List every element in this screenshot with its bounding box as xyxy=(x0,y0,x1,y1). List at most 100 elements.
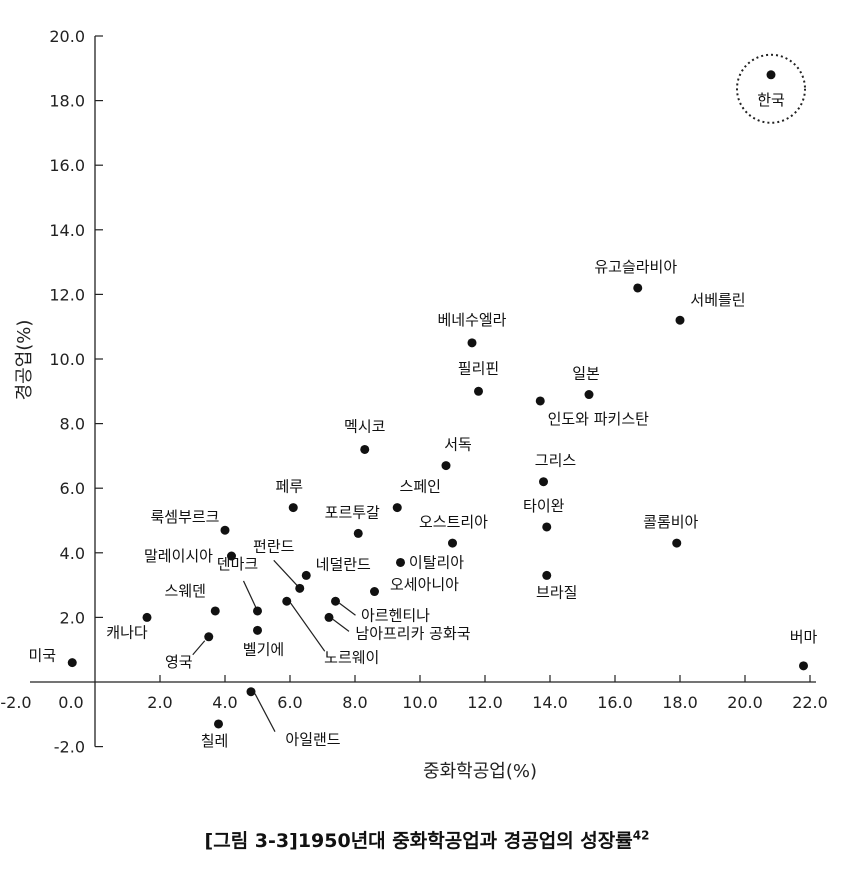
point-label-벨기에: 벨기에 xyxy=(243,640,284,658)
point-label-이탈리아: 이탈리아 xyxy=(409,553,464,571)
point-label-오스트리아: 오스트리아 xyxy=(419,513,488,531)
point-콜롬비아 xyxy=(672,538,682,548)
y-tick-label: 4.0 xyxy=(60,544,85,563)
point-덴마크 xyxy=(253,606,262,616)
point-label-유고슬라비아: 유고슬라비아 xyxy=(594,258,677,276)
x-tick-label: 6.0 xyxy=(277,693,302,712)
leader-line xyxy=(254,693,276,732)
x-tick-label: 0.0 xyxy=(58,693,83,712)
y-ticks: -2.0 2.0 4.0 6.0 8.0 10.0 12.0 14.0 16.0 18.0 20.0 xyxy=(49,27,103,757)
point-영국 xyxy=(204,632,214,642)
point-미국 xyxy=(67,658,77,668)
highlight-dotted-circle xyxy=(736,53,806,124)
point-label-콜롬비아: 콜롬비아 xyxy=(643,513,698,531)
point-캐나다 xyxy=(142,612,152,622)
point-브라질 xyxy=(542,570,552,580)
y-tick-label: 10.0 xyxy=(49,350,85,369)
y-tick-label: 12.0 xyxy=(49,285,85,304)
point-타이완 xyxy=(542,522,552,532)
point-남아프리카 공화국 xyxy=(324,612,334,622)
x-tick-label: 10.0 xyxy=(402,693,438,712)
point-label-스페인: 스페인 xyxy=(400,478,441,496)
x-axis-title: 중화학공업(%) xyxy=(423,761,537,782)
y-tick-label: -2.0 xyxy=(54,738,85,757)
point-label-영국: 영국 xyxy=(165,653,193,671)
point-label-페루: 페루 xyxy=(275,478,303,496)
point-label-남아프리카 공화국: 남아프리카 공화국 xyxy=(355,624,470,642)
point-노르웨이 xyxy=(282,596,292,606)
x-tick-label: 20.0 xyxy=(727,693,763,712)
point-label-버마: 버마 xyxy=(790,628,818,646)
point-서독 xyxy=(441,461,451,471)
x-ticks: -2.0 0.0 2.0 4.0 6.0 8.0 10.0 12.0 14.0 16.0 18.0 2… xyxy=(0,675,828,712)
point-서베를린 xyxy=(675,315,685,325)
point-아일랜드 xyxy=(246,687,256,697)
caption-text: [그림 3-3]1950년대 중화학공업과 경공업의 성장률 xyxy=(204,830,633,852)
point-label-서베를린: 서베를린 xyxy=(690,291,745,309)
point-label-한국: 한국 xyxy=(757,91,785,109)
point-스웨덴 xyxy=(210,606,220,616)
point-펀란드 xyxy=(295,583,305,593)
scatter-chart: -2.0 0.0 2.0 4.0 6.0 8.0 10.0 12.0 14.0 16.0 18.0 2… xyxy=(0,27,828,782)
point-label-필리핀: 필리핀 xyxy=(458,359,499,377)
leader-lines xyxy=(192,559,356,732)
caption-footnote-number: 42 xyxy=(632,828,650,843)
point-스페인 xyxy=(392,503,402,513)
leader-line xyxy=(242,580,259,612)
point-버마 xyxy=(799,661,808,671)
leader-line xyxy=(273,559,301,589)
point-오스트리아 xyxy=(448,538,457,548)
y-tick-label: 8.0 xyxy=(60,415,85,434)
point-이탈리아 xyxy=(396,557,405,567)
point-label-덴마크: 덴마크 xyxy=(217,555,258,573)
point-한국 xyxy=(766,70,776,80)
point-label-아르헨티나: 아르헨티나 xyxy=(361,606,430,624)
point-멕시코 xyxy=(360,444,370,454)
x-tick-label: 8.0 xyxy=(342,693,367,712)
point-label-스웨덴: 스웨덴 xyxy=(165,582,206,600)
point-label-룩셈부르크: 룩셈부르크 xyxy=(150,508,219,526)
point-label-미국: 미국 xyxy=(28,647,56,665)
x-tick-label: -2.0 xyxy=(0,693,31,712)
point-룩셈부르크 xyxy=(220,525,230,535)
point-말레이시아 xyxy=(227,551,236,561)
point-그리스 xyxy=(539,477,548,487)
point-필리핀 xyxy=(474,386,483,396)
point-label-멕시코: 멕시코 xyxy=(344,417,385,435)
point-label-그리스: 그리스 xyxy=(535,452,577,470)
leader-line xyxy=(290,602,326,652)
y-axis-title: 경공업(%) xyxy=(14,320,35,401)
point-label-칠레: 칠레 xyxy=(201,732,229,750)
point-label-일본: 일본 xyxy=(572,365,600,383)
leader-line xyxy=(332,618,350,632)
point-인도와 파키스탄 xyxy=(535,396,545,406)
point-label-아일랜드: 아일랜드 xyxy=(285,731,340,749)
point-label-펀란드: 펀란드 xyxy=(253,537,295,555)
y-tick-label: 14.0 xyxy=(49,221,85,240)
y-tick-label: 20.0 xyxy=(49,27,85,46)
y-tick-label: 18.0 xyxy=(49,92,85,111)
axes xyxy=(30,36,816,747)
y-tick-label: 16.0 xyxy=(49,156,85,175)
point-오세아니아 xyxy=(370,587,379,597)
x-tick-label: 16.0 xyxy=(597,693,633,712)
point-label-브라질: 브라질 xyxy=(536,583,577,601)
point-label-오세아니아: 오세아니아 xyxy=(390,576,459,594)
point-label-포르투갈: 포르투갈 xyxy=(325,503,380,521)
point-페루 xyxy=(288,503,298,513)
point-네덜란드 xyxy=(301,570,311,580)
point-베네수엘라 xyxy=(467,338,477,348)
point-label-네덜란드: 네덜란드 xyxy=(316,555,371,573)
x-tick-label: 18.0 xyxy=(662,693,698,712)
x-tick-label: 14.0 xyxy=(532,693,568,712)
point-label-캐나다: 캐나다 xyxy=(106,623,148,641)
x-tick-label: 4.0 xyxy=(212,693,237,712)
point-label-인도와 파키스탄: 인도와 파키스탄 xyxy=(548,410,650,428)
x-tick-label: 22.0 xyxy=(792,693,828,712)
point-label-말레이시아: 말레이시아 xyxy=(144,547,213,565)
point-label-서독: 서독 xyxy=(444,436,472,454)
data-points xyxy=(67,53,808,729)
point-label-노르웨이: 노르웨이 xyxy=(324,648,379,666)
leader-line xyxy=(192,640,206,656)
